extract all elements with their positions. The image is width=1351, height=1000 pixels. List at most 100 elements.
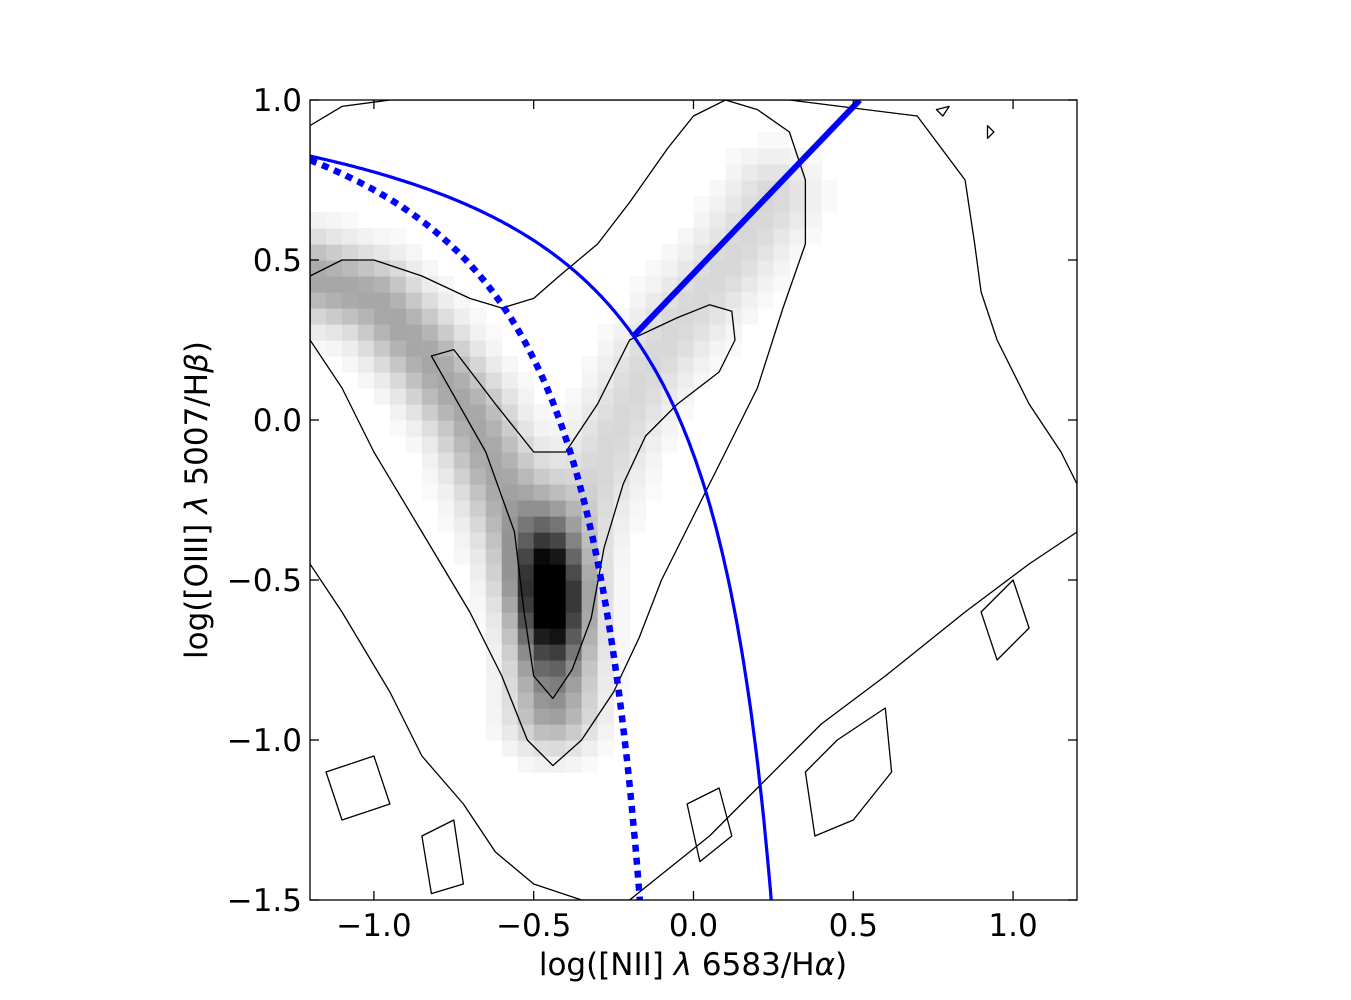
density-cell	[357, 228, 375, 245]
density-cell	[501, 724, 519, 741]
density-cell	[661, 356, 679, 373]
density-cell	[645, 276, 663, 293]
density-cell	[517, 644, 535, 661]
density-cell	[485, 516, 503, 533]
density-cell	[693, 324, 711, 341]
density-cell	[405, 244, 423, 261]
density-cell	[645, 340, 663, 357]
density-cell	[405, 308, 423, 325]
density-cell	[597, 500, 615, 517]
density-cell	[469, 420, 487, 437]
density-cell	[310, 276, 327, 293]
density-cell	[677, 340, 695, 357]
density-cell	[645, 388, 663, 405]
density-cell	[645, 484, 663, 501]
density-cell	[581, 580, 599, 597]
density-cell	[533, 468, 551, 485]
y-label-suffix: )	[179, 341, 215, 353]
density-cell	[725, 244, 743, 261]
density-cell	[677, 244, 695, 261]
density-cell	[629, 468, 647, 485]
line-seyfert-liner	[630, 100, 862, 339]
density-cell	[789, 212, 806, 229]
density-cell	[565, 740, 583, 757]
density-cell	[565, 500, 583, 517]
density-cell	[421, 404, 439, 421]
density-cell	[421, 340, 439, 357]
density-cell	[677, 356, 695, 373]
density-cell	[310, 340, 327, 357]
density-cell	[645, 452, 663, 469]
density-cell	[741, 148, 759, 165]
density-cell	[533, 628, 551, 645]
density-cell	[389, 404, 407, 421]
density-cell	[757, 132, 774, 149]
density-cell	[469, 388, 487, 405]
density-cell	[453, 372, 471, 389]
density-cell	[693, 196, 711, 213]
density-cell	[501, 580, 519, 597]
density-cell	[773, 260, 790, 277]
density-cell	[549, 532, 567, 549]
density-cell	[581, 740, 599, 757]
density-cell	[421, 308, 439, 325]
density-cell	[373, 228, 391, 245]
axis-ticks: −1.0 −0.5 0.0 0.5 1.0 1.0 0.5 0.0 −0.5 −1.0 −1.5	[227, 83, 1077, 944]
density-cell	[453, 308, 471, 325]
density-cell	[533, 708, 551, 725]
density-cell	[565, 580, 583, 597]
y-tick-label: 0.5	[253, 243, 302, 279]
density-cell	[389, 228, 407, 245]
density-cell	[549, 516, 567, 533]
density-cell	[373, 244, 391, 261]
density-cell	[517, 404, 535, 421]
density-cell	[469, 452, 487, 469]
density-cell	[437, 308, 455, 325]
density-cell	[725, 180, 743, 197]
density-cell	[325, 340, 343, 357]
density-cell	[421, 324, 439, 341]
density-cell	[757, 244, 774, 261]
density-cell	[453, 356, 471, 373]
density-cell	[661, 324, 679, 341]
density-cell	[533, 484, 551, 501]
density-cell	[533, 532, 551, 549]
density-cell	[533, 564, 551, 581]
density-cell	[437, 468, 455, 485]
contour-island	[980, 579, 1030, 661]
density-cell	[469, 532, 487, 549]
y-tick-label: −1.0	[227, 723, 302, 759]
density-cell	[517, 484, 535, 501]
density-cell	[597, 420, 615, 437]
y-axis-label: log([OIII] λ 5007/Hβ)	[179, 341, 215, 659]
density-cell	[597, 468, 615, 485]
density-cell	[565, 692, 583, 709]
density-cell	[581, 372, 599, 389]
density-cell	[405, 292, 423, 309]
density-cell	[661, 244, 679, 261]
density-cell	[437, 404, 455, 421]
density-cell	[581, 484, 599, 501]
density-cell	[773, 276, 790, 293]
density-cell	[405, 436, 423, 453]
density-cell	[581, 676, 599, 693]
density-cell	[693, 292, 711, 309]
density-cell	[453, 500, 471, 517]
density-cell	[757, 260, 774, 277]
density-cell	[645, 324, 663, 341]
density-cell	[357, 244, 375, 261]
x-label-lambda: λ	[672, 947, 692, 983]
density-cell	[533, 756, 551, 773]
y-tick-label: −1.5	[227, 883, 302, 919]
density-cell	[357, 292, 375, 309]
density-cell	[501, 404, 519, 421]
density-cell	[405, 324, 423, 341]
density-cell	[581, 436, 599, 453]
density-cell	[629, 388, 647, 405]
density-cell	[405, 276, 423, 293]
contour-island	[804, 707, 893, 837]
density-cell	[533, 612, 551, 629]
density-cell	[709, 340, 727, 357]
density-cell	[357, 308, 375, 325]
density-cell	[405, 404, 423, 421]
